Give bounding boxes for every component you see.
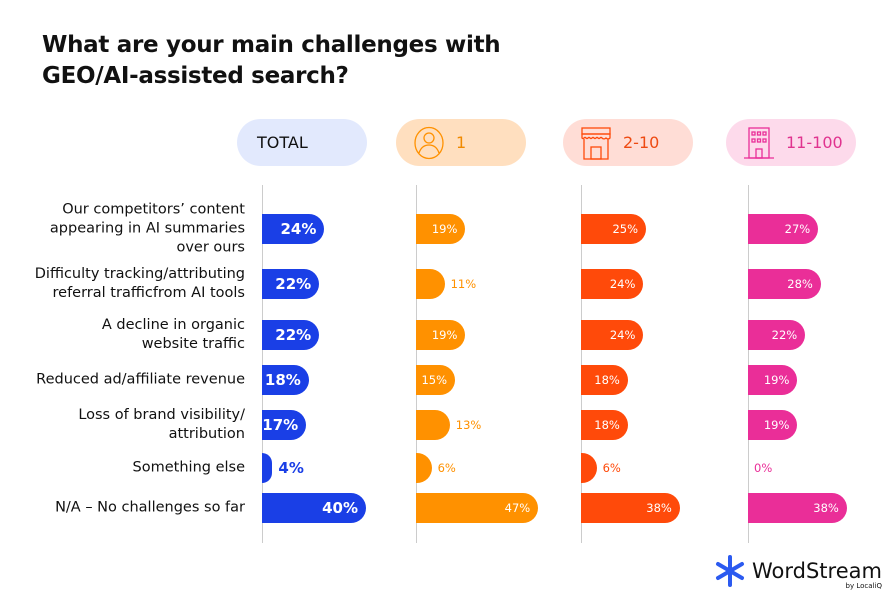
data-label: 28%: [787, 277, 813, 291]
category-label-line: Difficulty tracking/attributing: [34, 266, 245, 282]
data-label: 22%: [275, 326, 312, 344]
legend-pill-3: 11-100: [726, 119, 856, 166]
bar-0-5: [262, 453, 273, 483]
bar-0-3: [262, 365, 309, 395]
data-label: 6%: [602, 461, 621, 475]
category-label-line: referral trafficfrom AI tools: [52, 285, 245, 301]
category-label-line: Loss of brand visibility/: [78, 407, 245, 423]
category-label: Difficulty tracking/attributing referral …: [35, 265, 245, 303]
data-label: 17%: [262, 416, 299, 434]
bar-2-1: [581, 269, 644, 299]
data-label: 24%: [609, 277, 636, 291]
data-label: 18%: [594, 373, 620, 387]
bar-3-6: [748, 493, 847, 523]
data-label: 0%: [754, 461, 773, 475]
data-label: 13%: [455, 418, 482, 432]
data-label: 6%: [437, 461, 456, 475]
bar-1-3: [416, 365, 455, 395]
category-label-line: Something else: [132, 459, 245, 476]
chart-title: What are your main challenges with GEO/A…: [42, 32, 501, 89]
person-icon: [412, 126, 446, 160]
bar-2-3: [581, 365, 628, 395]
category-label-line: over ours: [176, 239, 245, 256]
data-label: 22%: [771, 328, 798, 342]
bar-2-5: [581, 453, 597, 483]
bar-0-2: [262, 320, 320, 350]
bar-3-0: [748, 214, 819, 244]
data-label: 4%: [278, 459, 304, 477]
logo-name: WordStream: [752, 559, 882, 583]
bar-3-1: [748, 269, 821, 299]
bar-1-1: [416, 269, 445, 299]
legend-pill-1: 1: [396, 119, 526, 166]
data-label: 19%: [431, 222, 458, 236]
legend-pill-2: 2-10: [563, 119, 693, 166]
category-label-line: N/A – No challenges so far: [55, 499, 245, 516]
bar-1-5: [416, 453, 432, 483]
data-label: 22%: [275, 275, 312, 293]
category-label-line: appearing in AI summaries: [49, 220, 245, 237]
data-label: 40%: [322, 499, 358, 517]
bar-3-3: [748, 365, 798, 395]
logo-byline: by LocaliQ: [845, 582, 882, 590]
bar-0-1: [262, 269, 320, 299]
bar-3-4: [748, 410, 798, 440]
bar-1-0: [416, 214, 466, 244]
bar-1-4: [416, 410, 450, 440]
office-building-icon: [742, 125, 776, 161]
category-label: Reduced ad/affiliate revenue: [36, 371, 245, 390]
legend-label: 2-10: [623, 133, 660, 152]
legend-label: 11-100: [786, 133, 843, 152]
data-label: 25%: [612, 222, 638, 236]
data-label: 18%: [264, 371, 301, 389]
axis-line-2: [581, 185, 582, 543]
bar-2-4: [581, 410, 628, 440]
data-label: 19%: [763, 373, 790, 387]
category-label: Our competitors’ content appearing in AI …: [50, 201, 245, 258]
data-label: 38%: [646, 501, 672, 515]
storefront-icon: [579, 125, 613, 161]
category-label-line: Reduced ad/affiliate revenue: [36, 371, 245, 388]
axis-line-3: [748, 185, 749, 543]
data-label: 47%: [504, 501, 531, 515]
legend-label: TOTAL: [257, 133, 308, 152]
legend-label: 1: [456, 133, 467, 152]
axis-line-1: [416, 185, 417, 543]
bar-2-2: [581, 320, 644, 350]
category-label-line: A decline in organic: [101, 317, 245, 333]
data-label: 24%: [280, 220, 317, 238]
data-label: 15%: [421, 373, 447, 387]
axis-line-0: [262, 185, 263, 543]
bar-0-0: [262, 214, 325, 244]
category-label: Something else: [133, 459, 245, 478]
bar-1-6: [416, 493, 539, 523]
bar-0-6: [262, 493, 366, 523]
category-label: N/A – No challenges so far: [55, 499, 245, 518]
bar-1-2: [416, 320, 466, 350]
category-label-line: attribution: [168, 426, 245, 442]
category-label: Loss of brand visibility/attribution: [78, 406, 245, 444]
data-label: 38%: [813, 501, 839, 515]
data-label: 19%: [763, 418, 790, 432]
data-label: 11%: [450, 277, 477, 291]
category-label-line: Our competitors’ content: [62, 201, 245, 218]
data-label: 19%: [431, 328, 458, 342]
bar-0-4: [262, 410, 307, 440]
bar-3-2: [748, 320, 806, 350]
data-label: 24%: [609, 328, 636, 342]
bar-2-0: [581, 214, 646, 244]
data-label: 18%: [594, 418, 620, 432]
category-label-line: website traffic: [141, 336, 245, 352]
data-label: 27%: [784, 222, 811, 236]
category-label: A decline in organic website traffic: [102, 316, 245, 354]
wordstream-snowflake-icon: [716, 555, 744, 587]
wordstream-logo: WordStream by LocaliQ: [714, 555, 882, 590]
bar-2-6: [581, 493, 680, 523]
legend-pill-0: TOTAL: [237, 119, 367, 166]
